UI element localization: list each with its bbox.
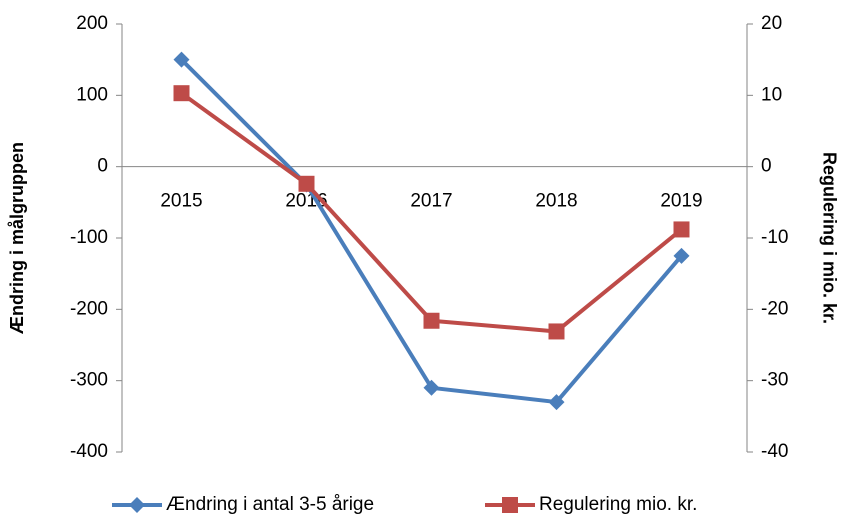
x-tick-label: 2015 (160, 191, 202, 212)
legend-label: Regulering mio. kr. (539, 494, 697, 515)
marker (423, 379, 440, 396)
y-tick-label: 200 (76, 13, 108, 34)
y-axis-title: Ændring i målgruppen (7, 142, 27, 334)
x-tick-label: 2018 (535, 191, 577, 212)
y-tick-label: 100 (76, 84, 108, 105)
marker (548, 394, 565, 411)
series-line (180, 91, 683, 334)
y-tick-label: -300 (70, 370, 108, 391)
marker (548, 323, 565, 340)
y2-tick-label: -30 (761, 370, 788, 391)
legend-label: Ændring i antal 3-5 årige (166, 494, 374, 515)
y-tick-label: -400 (70, 441, 108, 462)
marker (173, 85, 190, 102)
x-tick-label: 2017 (410, 191, 452, 212)
y2-tick-label: 0 (761, 156, 772, 177)
y2-axis-title: Regulering i mio. kr. (819, 152, 839, 324)
y2-tick-label: 20 (761, 13, 782, 34)
marker (298, 175, 315, 192)
marker (673, 247, 690, 264)
marker (173, 51, 190, 68)
y-tick-label: 0 (97, 156, 108, 177)
marker (423, 312, 440, 329)
marker (673, 221, 690, 238)
y2-tick-label: -10 (761, 227, 788, 248)
y-tick-label: -100 (70, 227, 108, 248)
y-tick-label: -200 (70, 298, 108, 319)
x-tick-label: 2019 (660, 191, 702, 212)
legend-marker (129, 497, 145, 513)
y2-tick-label: -20 (761, 298, 788, 319)
y2-tick-label: 10 (761, 84, 782, 105)
legend-marker (502, 497, 518, 513)
y2-tick-label: -40 (761, 441, 788, 462)
series-line (180, 58, 684, 405)
